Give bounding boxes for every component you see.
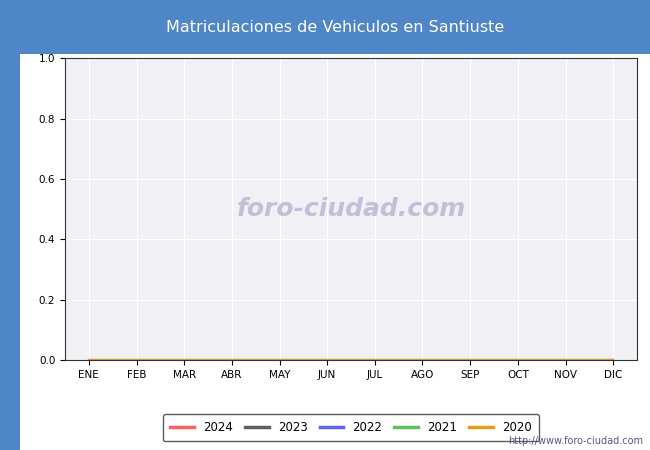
Text: Matriculaciones de Vehiculos en Santiuste: Matriculaciones de Vehiculos en Santiust… — [166, 19, 504, 35]
Text: foro-ciudad.com: foro-ciudad.com — [237, 197, 465, 221]
Legend: 2024, 2023, 2022, 2021, 2020: 2024, 2023, 2022, 2021, 2020 — [163, 414, 539, 441]
Text: http://www.foro-ciudad.com: http://www.foro-ciudad.com — [508, 436, 644, 446]
